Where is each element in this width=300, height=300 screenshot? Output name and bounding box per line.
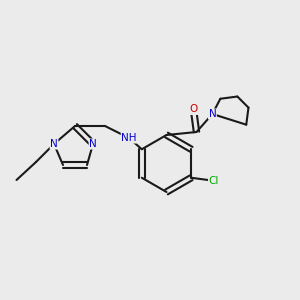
Text: N: N (208, 109, 216, 119)
Text: N: N (50, 139, 58, 149)
Text: O: O (189, 104, 198, 115)
Text: N: N (89, 139, 97, 149)
Text: NH: NH (121, 133, 137, 143)
Text: Cl: Cl (208, 176, 219, 186)
